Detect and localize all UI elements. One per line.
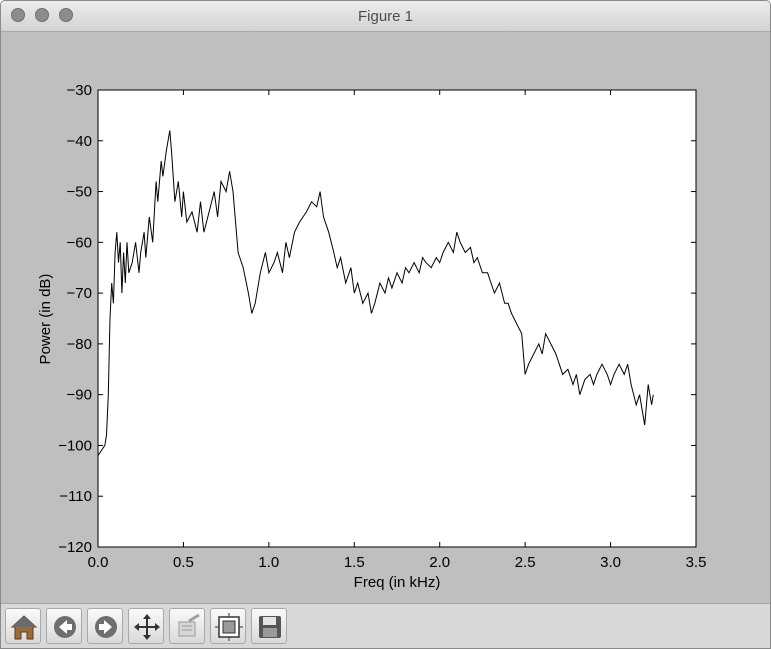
x-tick-label: 0.0: [88, 554, 109, 571]
plot-frame: [97, 89, 697, 548]
y-tick-label: −40: [67, 133, 92, 150]
y-tick-label: −110: [59, 488, 92, 505]
x-tick-label: 0.5: [173, 554, 194, 571]
back-button[interactable]: [46, 608, 82, 644]
y-axis-label: Power (in dB): [37, 274, 54, 365]
forward-arrow-icon: [95, 616, 117, 638]
y-tick-label: −50: [67, 184, 92, 201]
save-button[interactable]: [251, 608, 287, 644]
floppy-disk-icon: [259, 616, 281, 638]
axis-ticks: 0.0 0.5 1.0 1.5 2.0 2.5 3.0 3.5 −30 −40 −50 −60 −70 −…: [58, 82, 706, 571]
subplots-button[interactable]: [210, 608, 246, 644]
y-tick-label: −70: [67, 285, 92, 302]
y-tick-label: −80: [67, 336, 92, 353]
back-arrow-icon: [54, 616, 76, 638]
x-axis-label: Freq (in kHz): [354, 574, 441, 591]
subplots-icon: [215, 613, 243, 641]
forward-button[interactable]: [87, 608, 123, 644]
minimize-window-button[interactable]: [35, 8, 49, 22]
x-tick-label: 1.0: [258, 554, 279, 571]
x-tick-label: 2.5: [515, 554, 536, 571]
zoom-rect-icon: [178, 613, 200, 637]
chart-svg: 0.0 0.5 1.0 1.5 2.0 2.5 3.0 3.5 −30 −40 −50 −60 −70 −…: [37, 82, 706, 591]
series-line: [97, 130, 654, 456]
home-button[interactable]: [5, 608, 41, 644]
toolbar: [1, 603, 770, 648]
y-tick-label: −120: [58, 539, 92, 556]
y-tick-label: −30: [67, 82, 92, 99]
y-tick-label: −90: [67, 387, 92, 404]
pan-button[interactable]: [128, 608, 164, 644]
x-tick-label: 1.5: [344, 554, 365, 571]
close-window-button[interactable]: [11, 8, 25, 22]
x-tick-label: 3.0: [600, 554, 621, 571]
x-tick-label: 3.5: [686, 554, 707, 571]
plot-area: [98, 90, 696, 547]
y-tick-label: −100: [58, 437, 92, 454]
pan-arrows-icon: [134, 614, 160, 640]
x-tick-label: 2.0: [429, 554, 450, 571]
title-bar: Figure 1: [1, 1, 770, 32]
window-title: Figure 1: [357, 8, 414, 25]
home-icon: [10, 615, 38, 640]
zoom-button[interactable]: [169, 608, 205, 644]
figure-canvas: 0.0 0.5 1.0 1.5 2.0 2.5 3.0 3.5 −30 −40 −50 −60 −70 −…: [1, 32, 770, 602]
y-tick-label: −60: [67, 234, 92, 251]
zoom-window-button[interactable]: [59, 8, 73, 22]
